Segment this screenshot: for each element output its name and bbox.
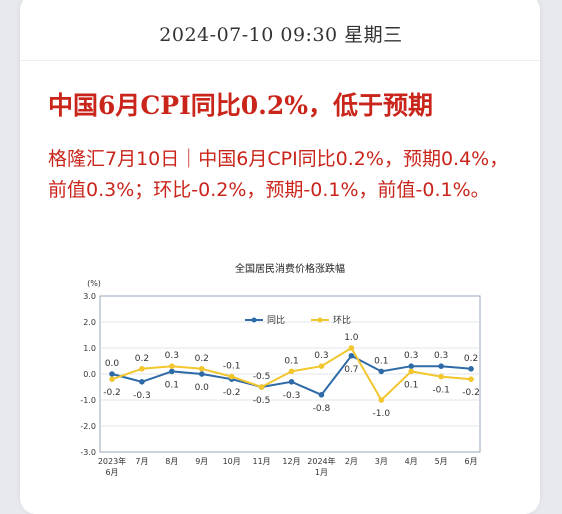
data-label: -0.2 xyxy=(462,388,480,398)
data-point xyxy=(139,379,145,385)
cpi-line-chart: 全国居民消费价格涨跌幅(%)3.02.01.00.0-1.0-2.0-3.020… xyxy=(80,262,481,477)
data-label: 0.1 xyxy=(404,380,418,390)
data-point xyxy=(318,363,325,369)
data-point xyxy=(169,368,175,375)
data-point xyxy=(198,366,205,372)
data-point xyxy=(348,353,355,359)
data-label: -0.3 xyxy=(133,391,151,401)
y-axis-unit: (%) xyxy=(87,279,101,288)
data-label: 0.3 xyxy=(314,351,328,361)
data-label: -1.0 xyxy=(373,409,391,419)
legend-label: 环比 xyxy=(333,314,351,326)
publish-datetime: 2024-07-10 09:30 星期三 xyxy=(159,24,403,46)
x-tick-label: 12月 xyxy=(282,457,300,466)
article-body: 格隆汇7月10日｜中国6月CPI同比0.2%，预期0.4%，前值0.3%；环比-… xyxy=(48,148,509,201)
data-point xyxy=(198,371,205,377)
y-tick-label: 2.0 xyxy=(83,318,96,327)
data-point xyxy=(109,371,115,377)
data-label: 0.3 xyxy=(165,351,179,361)
data-label: -0.8 xyxy=(313,404,331,414)
data-point xyxy=(288,368,295,375)
legend-label: 同比 xyxy=(267,314,285,326)
data-point xyxy=(109,376,115,382)
data-point xyxy=(468,376,474,382)
data-point xyxy=(438,373,444,380)
y-tick-label: -3.0 xyxy=(80,448,96,457)
data-point xyxy=(228,373,235,380)
x-tick-label: 2023年 xyxy=(98,456,126,466)
y-tick-label: 1.0 xyxy=(83,344,96,353)
data-point xyxy=(139,366,145,372)
x-tick-label: 8月 xyxy=(165,457,178,466)
data-point xyxy=(318,392,325,398)
data-label: 0.1 xyxy=(165,380,179,390)
data-point xyxy=(348,345,355,351)
data-label: 0.7 xyxy=(344,365,358,375)
x-tick-label: 6月 xyxy=(465,457,478,466)
x-tick-label: 6月 xyxy=(105,468,118,477)
data-point xyxy=(288,379,295,385)
x-tick-label: 4月 xyxy=(405,457,418,466)
data-label: 0.2 xyxy=(464,354,478,364)
x-tick-label: 1月 xyxy=(315,468,328,477)
data-label: -0.5 xyxy=(253,396,271,406)
data-label: -0.3 xyxy=(283,391,301,401)
data-label: 0.3 xyxy=(404,351,418,361)
data-label: -0.1 xyxy=(432,386,450,396)
data-label: 0.2 xyxy=(135,354,149,364)
data-label: 1.0 xyxy=(344,333,359,343)
header-divider xyxy=(20,60,540,61)
data-label: -0.5 xyxy=(253,372,271,382)
data-label: 0.1 xyxy=(284,356,298,366)
y-tick-label: 3.0 xyxy=(83,292,96,301)
data-label: -0.1 xyxy=(223,362,241,372)
data-point xyxy=(438,363,444,369)
article-headline[interactable]: 中国6月CPI同比0.2%，低于预期 xyxy=(48,91,434,120)
data-point xyxy=(408,363,415,369)
x-tick-label: 5月 xyxy=(435,457,448,466)
x-tick-label: 2月 xyxy=(345,457,358,466)
data-point xyxy=(378,397,385,403)
x-tick-label: 9月 xyxy=(195,457,208,466)
article-card xyxy=(20,0,540,514)
data-label: 0.3 xyxy=(434,351,448,361)
data-point xyxy=(408,368,415,375)
y-tick-label: 0.0 xyxy=(83,370,96,379)
data-label: -0.2 xyxy=(103,388,121,398)
x-tick-label: 2024年 xyxy=(307,456,335,466)
data-label: 0.0 xyxy=(195,383,210,393)
y-tick-label: -1.0 xyxy=(80,396,96,405)
chart-title: 全国居民消费价格涨跌幅 xyxy=(235,262,345,275)
x-tick-label: 3月 xyxy=(375,457,388,466)
data-point xyxy=(378,368,385,375)
cpi-chart: 全国居民消费价格涨跌幅 (%) 3.0 2.0 1.0 0.0 -1.0 -2.0 -3.0 20… xyxy=(70,256,490,500)
data-point xyxy=(169,363,175,369)
legend-marker xyxy=(317,317,323,323)
x-tick-label: 11月 xyxy=(253,457,271,466)
data-label: -0.2 xyxy=(223,388,241,398)
data-label: 0.2 xyxy=(195,354,209,364)
x-tick-label: 7月 xyxy=(135,457,148,466)
legend-marker xyxy=(251,317,257,323)
x-tick-label: 10月 xyxy=(223,457,241,466)
data-point xyxy=(468,366,474,372)
data-point xyxy=(258,384,265,390)
y-tick-label: -2.0 xyxy=(80,422,96,431)
data-label: 0.1 xyxy=(374,356,388,366)
data-label: 0.0 xyxy=(105,359,120,369)
